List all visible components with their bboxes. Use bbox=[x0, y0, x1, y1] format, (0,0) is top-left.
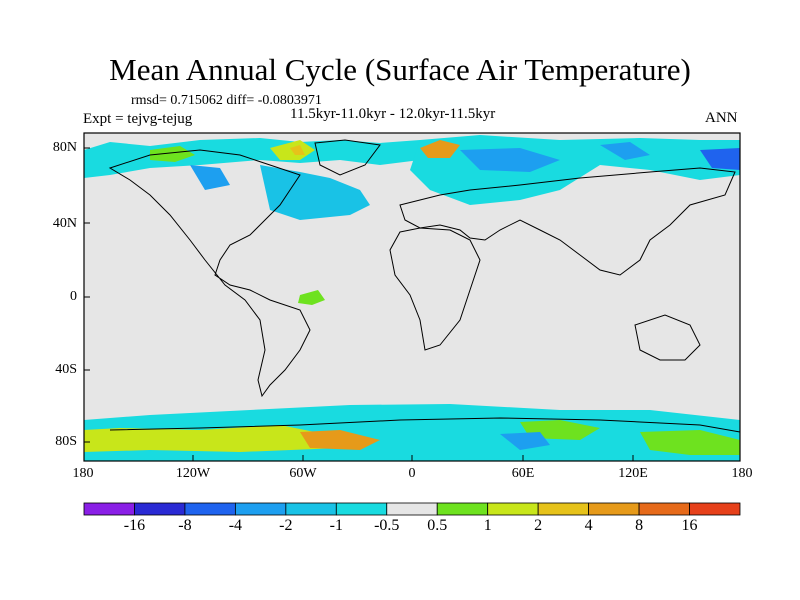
lon-label-0: 0 bbox=[408, 466, 416, 481]
experiment-label: Expt = tejvg-tejug bbox=[83, 111, 193, 127]
colorbar-swatch bbox=[335, 502, 388, 516]
lon-label-120e: 120E bbox=[618, 466, 648, 481]
colorbar-swatch bbox=[285, 502, 337, 516]
season-label: ANN bbox=[705, 110, 738, 126]
axis-ticks bbox=[84, 147, 634, 461]
lat-label-80n: 80N bbox=[52, 140, 77, 155]
colorbar-label: 2 bbox=[534, 517, 543, 534]
colorbar-swatch bbox=[234, 502, 287, 516]
lon-label-120w: 120W bbox=[175, 466, 211, 481]
stats-text: rmsd= 0.715062 diff= -0.0803971 bbox=[131, 93, 322, 108]
chart-title: Mean Annual Cycle (Surface Air Temperatu… bbox=[109, 52, 691, 87]
colorbar-swatch bbox=[638, 502, 690, 516]
colorbar-swatch bbox=[386, 502, 438, 516]
colorbar-label: -2 bbox=[279, 517, 293, 534]
lon-label-60e: 60E bbox=[511, 466, 535, 481]
colorbar-label: 1 bbox=[483, 517, 492, 534]
lon-label-180e: 180 bbox=[731, 466, 753, 481]
lat-label-40s: 40S bbox=[55, 362, 77, 377]
colorbar-label: 4 bbox=[584, 517, 593, 534]
colorbar-label: -4 bbox=[228, 517, 243, 534]
colorbar-label: -16 bbox=[123, 517, 146, 534]
lat-label-40n: 40N bbox=[52, 216, 77, 231]
colorbar-swatch bbox=[134, 502, 186, 516]
colorbar-label: -0.5 bbox=[374, 517, 400, 534]
lon-label-180w: 180 bbox=[72, 466, 94, 481]
colorbar bbox=[83, 502, 741, 516]
colorbar-swatch bbox=[537, 502, 590, 516]
colorbar-label: 8 bbox=[635, 517, 644, 534]
lat-label-0: 0 bbox=[70, 289, 77, 304]
colorbar-swatch bbox=[588, 502, 640, 516]
colorbar-swatch bbox=[487, 502, 539, 516]
colorbar-label: -1 bbox=[329, 517, 343, 534]
colorbar-swatch bbox=[184, 502, 236, 516]
lat-label-80s: 80S bbox=[55, 434, 77, 449]
colorbar-label: -8 bbox=[178, 517, 192, 534]
colorbar-label: 0.5 bbox=[427, 517, 448, 534]
colorbar-swatch bbox=[83, 502, 135, 516]
coastlines bbox=[108, 139, 741, 433]
period-subtitle: 11.5kyr-11.0kyr - 12.0kyr-11.5kyr bbox=[290, 106, 496, 122]
lon-label-60w: 60W bbox=[289, 466, 317, 481]
colorbar-swatch bbox=[689, 502, 741, 516]
colorbar-label: 16 bbox=[681, 517, 698, 534]
colorbar-swatch bbox=[436, 502, 489, 516]
